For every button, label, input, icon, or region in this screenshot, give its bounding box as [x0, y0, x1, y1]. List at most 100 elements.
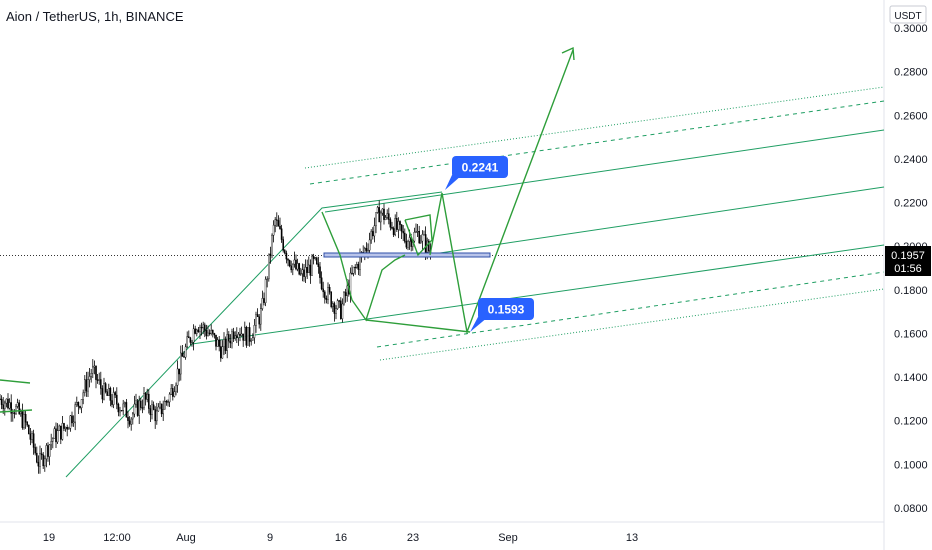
price-tick-label: 0.1800	[894, 285, 928, 297]
candle-body	[354, 266, 357, 269]
candle-body	[322, 288, 325, 293]
candle-body	[39, 453, 41, 467]
candle-body	[421, 234, 424, 242]
candle-body	[195, 329, 198, 334]
candle-body	[194, 328, 197, 334]
candle-body	[376, 207, 379, 213]
candle-body	[64, 427, 67, 429]
candle-body	[243, 327, 246, 341]
candle-body	[99, 379, 102, 389]
candle-body	[127, 417, 129, 421]
candle-body	[284, 250, 286, 254]
candle-body	[114, 392, 116, 396]
candle-body	[271, 235, 273, 256]
candle-body	[90, 373, 92, 377]
candle-body	[146, 393, 149, 400]
candle-body	[263, 298, 265, 303]
price-tick-label: 0.2400	[894, 154, 928, 166]
candle-body	[75, 402, 78, 405]
candle-body	[28, 424, 30, 435]
candle-body	[324, 291, 326, 299]
target-label-upper-text: 0.2241	[462, 161, 499, 175]
candle-body	[276, 219, 278, 221]
candle-body	[423, 234, 425, 236]
candle-body	[117, 404, 120, 413]
candle-body	[335, 308, 337, 314]
candle-body	[36, 452, 38, 463]
candle-body	[175, 384, 177, 392]
candle-body	[397, 221, 400, 230]
candle-body	[197, 329, 200, 333]
candle-body	[122, 403, 124, 411]
candle-body	[341, 303, 344, 319]
candle-body	[74, 404, 76, 423]
candle-body	[85, 379, 88, 392]
candle-body	[213, 333, 216, 336]
price-tick-label: 0.1400	[894, 372, 928, 384]
candle-body	[255, 314, 257, 326]
candle-body	[29, 433, 32, 440]
candle-body	[368, 239, 371, 251]
candle-body	[404, 232, 406, 242]
candle-body	[272, 224, 275, 236]
candle-body	[375, 212, 377, 227]
candle-body	[103, 383, 105, 400]
candle-body	[256, 314, 259, 318]
candle-body	[424, 234, 427, 253]
channel-lower-dotted	[379, 288, 885, 361]
candle-body	[10, 402, 13, 414]
candle-body	[242, 333, 245, 341]
candle-body	[245, 327, 248, 346]
candle-body	[232, 331, 235, 339]
candle-body	[319, 266, 321, 278]
candle-body	[141, 407, 144, 409]
candle-body	[277, 220, 280, 227]
candle-body	[428, 240, 430, 252]
candle-body	[173, 391, 176, 397]
candle-body	[55, 428, 57, 443]
candle-body	[88, 376, 91, 380]
candle-body	[320, 277, 323, 290]
candle-body	[11, 412, 14, 414]
candle-body	[216, 339, 219, 347]
target-label-upper[interactable]: 0.2241	[445, 156, 508, 190]
candle-body	[5, 398, 8, 404]
candle-body	[268, 253, 270, 280]
candle-body	[67, 428, 70, 430]
candle-body	[31, 433, 33, 440]
candle-body	[83, 379, 86, 394]
candle-body	[415, 231, 417, 233]
candle-body	[130, 418, 133, 425]
arrow-head	[561, 46, 575, 61]
time-axis: 19 12:00 Aug 9 16 23 Sep 13	[43, 532, 638, 544]
candle-body	[96, 379, 99, 381]
target-label-lower[interactable]: 0.1593	[470, 298, 534, 332]
candle-body	[191, 341, 193, 344]
candle-body	[144, 393, 147, 400]
candle-body	[171, 388, 174, 397]
candle-body	[179, 352, 182, 375]
candle-body	[400, 224, 403, 232]
candle-body	[44, 458, 46, 467]
candle-body	[253, 325, 256, 338]
candle-body	[111, 400, 113, 405]
candle-body	[165, 401, 168, 403]
time-tick-label: 9	[267, 532, 273, 544]
candle-body	[0, 398, 3, 405]
wave-trend-line	[65, 191, 443, 478]
candle-body	[314, 257, 317, 259]
candle-body	[298, 263, 301, 275]
candle-body	[386, 213, 389, 218]
candle-body	[143, 393, 145, 408]
candle-body	[136, 400, 139, 416]
candle-body	[312, 256, 315, 259]
candle-body	[223, 338, 225, 347]
candle-body	[380, 212, 382, 223]
candle-body	[135, 400, 137, 405]
currency-badge-box	[889, 5, 927, 24]
diamond-pattern	[404, 214, 433, 257]
candle-body	[309, 264, 312, 276]
candle-body	[295, 259, 297, 270]
candle-body	[311, 256, 313, 276]
